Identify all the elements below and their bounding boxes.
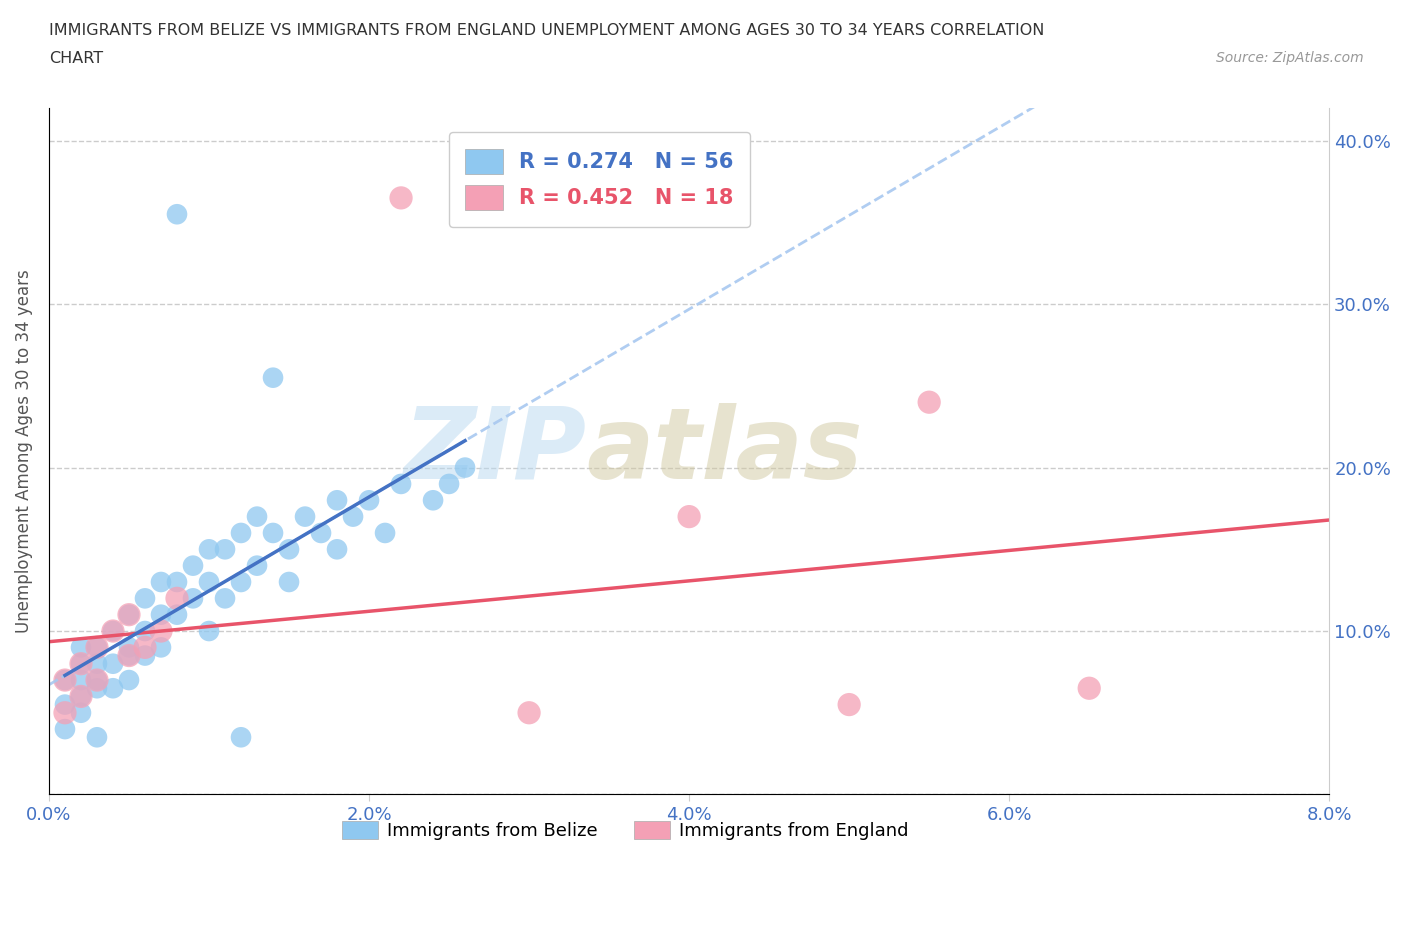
Point — [53, 698, 76, 712]
Point — [262, 370, 284, 385]
Point — [422, 493, 444, 508]
Point — [70, 657, 93, 671]
Point — [53, 672, 76, 687]
Point — [229, 730, 252, 745]
Point — [86, 672, 108, 687]
Point — [150, 575, 173, 590]
Legend: Immigrants from Belize, Immigrants from England: Immigrants from Belize, Immigrants from … — [335, 814, 915, 847]
Point — [246, 510, 269, 525]
Point — [118, 648, 141, 663]
Point — [86, 657, 108, 671]
Point — [118, 607, 141, 622]
Point — [838, 698, 860, 712]
Point — [134, 640, 156, 655]
Point — [678, 510, 700, 525]
Point — [134, 624, 156, 639]
Point — [278, 575, 301, 590]
Point — [181, 591, 204, 605]
Point — [198, 542, 221, 557]
Point — [229, 575, 252, 590]
Point — [326, 542, 349, 557]
Text: ZIP: ZIP — [404, 403, 586, 499]
Point — [389, 476, 412, 491]
Point — [181, 558, 204, 573]
Point — [278, 542, 301, 557]
Point — [86, 681, 108, 696]
Point — [118, 640, 141, 655]
Point — [262, 525, 284, 540]
Point — [357, 493, 380, 508]
Point — [53, 705, 76, 720]
Point — [53, 672, 76, 687]
Y-axis label: Unemployment Among Ages 30 to 34 years: Unemployment Among Ages 30 to 34 years — [15, 270, 32, 633]
Point — [374, 525, 396, 540]
Point — [166, 206, 188, 221]
Point — [101, 681, 124, 696]
Point — [53, 722, 76, 737]
Point — [166, 591, 188, 605]
Text: CHART: CHART — [49, 51, 103, 66]
Point — [70, 705, 93, 720]
Point — [150, 624, 173, 639]
Point — [309, 525, 332, 540]
Point — [294, 510, 316, 525]
Point — [437, 476, 460, 491]
Point — [134, 648, 156, 663]
Point — [166, 607, 188, 622]
Point — [214, 591, 236, 605]
Point — [101, 657, 124, 671]
Point — [86, 640, 108, 655]
Point — [70, 689, 93, 704]
Point — [118, 607, 141, 622]
Point — [150, 640, 173, 655]
Point — [229, 525, 252, 540]
Point — [134, 591, 156, 605]
Point — [198, 624, 221, 639]
Point — [918, 394, 941, 409]
Text: Source: ZipAtlas.com: Source: ZipAtlas.com — [1216, 51, 1364, 65]
Point — [118, 672, 141, 687]
Point — [70, 672, 93, 687]
Point — [70, 640, 93, 655]
Point — [70, 657, 93, 671]
Point — [150, 607, 173, 622]
Point — [118, 648, 141, 663]
Point — [101, 624, 124, 639]
Point — [454, 460, 477, 475]
Point — [342, 510, 364, 525]
Point — [101, 624, 124, 639]
Point — [214, 542, 236, 557]
Point — [70, 689, 93, 704]
Point — [246, 558, 269, 573]
Point — [326, 493, 349, 508]
Point — [166, 575, 188, 590]
Point — [389, 191, 412, 206]
Point — [1078, 681, 1101, 696]
Point — [86, 640, 108, 655]
Point — [86, 730, 108, 745]
Text: atlas: atlas — [586, 403, 863, 499]
Text: IMMIGRANTS FROM BELIZE VS IMMIGRANTS FROM ENGLAND UNEMPLOYMENT AMONG AGES 30 TO : IMMIGRANTS FROM BELIZE VS IMMIGRANTS FRO… — [49, 23, 1045, 38]
Point — [198, 575, 221, 590]
Point — [517, 705, 540, 720]
Point — [86, 672, 108, 687]
